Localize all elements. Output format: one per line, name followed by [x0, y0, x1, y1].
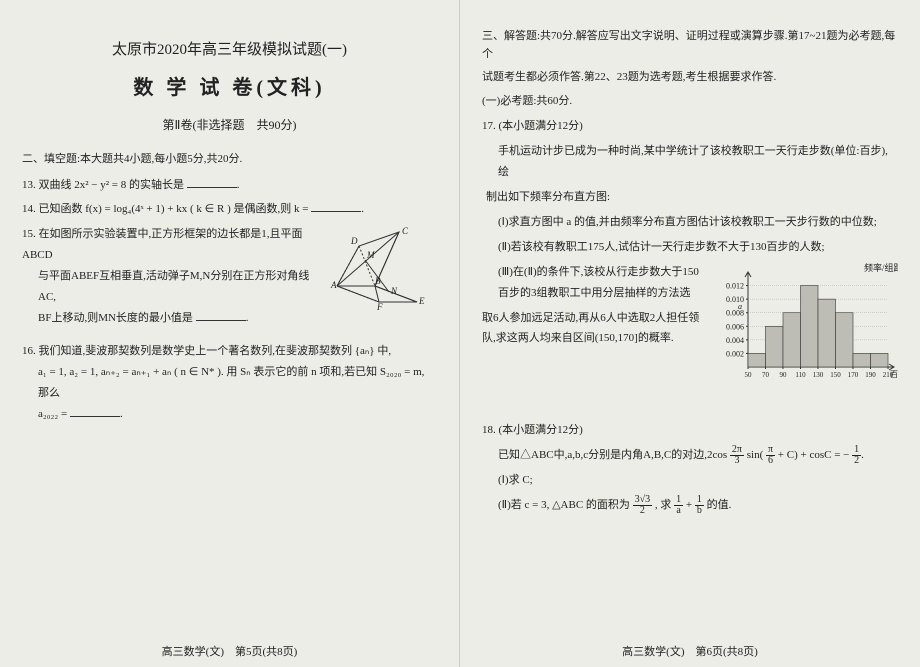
q18-part1: (Ⅰ)求 C;: [482, 470, 898, 491]
page-6: 三、解答题:共70分.解答应写出文字说明、证明过程或演算步骤.第17~21题为必…: [460, 0, 920, 667]
q18-part2: (Ⅱ)若 c = 3, △ABC 的面积为 3√32 , 求 1a + 1b 的…: [482, 495, 898, 516]
label-B: B: [375, 276, 381, 286]
svg-text:150: 150: [830, 371, 841, 379]
svg-text:190: 190: [865, 371, 876, 379]
label-N: N: [390, 286, 398, 296]
label-F: F: [376, 302, 383, 312]
question-15: A B C D E F M N 15. 在如图所示实验装置中,正方形框架的边长都…: [22, 224, 437, 328]
part-heading: 第Ⅱ卷(非选择题 共90分): [22, 116, 437, 133]
histogram-figure: 0.0020.0040.0060.0080.0100.0125070901101…: [708, 262, 898, 390]
label-D: D: [350, 236, 358, 246]
page-5: 太原市2020年高三年级模拟试题(一) 数 学 试 卷(文科) 第Ⅱ卷(非选择题…: [0, 0, 460, 667]
svg-text:90: 90: [780, 371, 788, 379]
question-16: 16. 我们知道,斐波那契数列是数学史上一个著名数列,在斐波那契数列 {aₙ} …: [22, 341, 437, 425]
q16-line3: a₂₀₂₂ = .: [22, 404, 437, 425]
svg-text:110: 110: [795, 371, 806, 379]
svg-text:0.006: 0.006: [726, 322, 744, 331]
svg-text:70: 70: [762, 371, 770, 379]
label-M: M: [366, 250, 375, 260]
q16-line3-text: a₂₀₂₂ =: [38, 408, 67, 420]
q17-part2: (Ⅱ)若该校有教职工175人,试估计一天行走步数不大于130百步的人数;: [482, 237, 898, 258]
label-C: C: [402, 226, 409, 236]
question-18-head: 18. (本小题满分12分): [482, 420, 898, 441]
svg-text:百步: 百步: [890, 370, 898, 379]
q13-text: 13. 双曲线 2x² − y² = 8 的实轴长是: [22, 179, 184, 191]
blank-16: [70, 404, 120, 417]
q17-line1: 手机运动计步已成为一种时尚,某中学统计了该校教职工一天行走步数(单位:百步),绘: [482, 141, 898, 183]
q18a-pre: 已知△ABC中,a,b,c分别是内角A,B,C的对边,2cos: [498, 449, 727, 461]
label-A: A: [330, 280, 337, 290]
section-2-heading: 二、填空题:本大题共4小题,每小题5分,共20分.: [22, 151, 437, 169]
frac-1a: 1a: [674, 495, 683, 516]
q16-line1: 16. 我们知道,斐波那契数列是数学史上一个著名数列,在斐波那契数列 {aₙ} …: [22, 341, 437, 362]
frac-2pi3: 2π3: [730, 445, 744, 466]
q18a-mid: sin(: [747, 449, 764, 461]
geometry-figure: A B C D E F M N: [327, 224, 437, 314]
section-3-line2: 试题考生都必须作答.第22、23题为选考题,考生根据要求作答.: [482, 69, 898, 87]
question-14: 14. 已知函数 f(x) = log₄(4ˣ + 1) + kx ( k ∈ …: [22, 199, 437, 220]
page-spread: 太原市2020年高三年级模拟试题(一) 数 学 试 卷(文科) 第Ⅱ卷(非选择题…: [0, 0, 920, 667]
frac-3r3-2: 3√32: [633, 495, 653, 516]
svg-text:a: a: [738, 302, 742, 311]
blank-14: [311, 199, 361, 212]
frac-12: 12: [852, 445, 861, 466]
q17-part1: (Ⅰ)求直方图中 a 的值,并由频率分布直方图估计该校教职工一天步行数的中位数;: [482, 212, 898, 233]
blank-15: [196, 308, 246, 321]
q18ii-end: 的值.: [707, 499, 732, 511]
svg-text:频率/组距: 频率/组距: [864, 262, 898, 273]
svg-text:0.004: 0.004: [726, 336, 744, 345]
q18a-post: + C) + cosC = −: [778, 449, 850, 461]
q14-text: 14. 已知函数 f(x) = log₄(4ˣ + 1) + kx ( k ∈ …: [22, 203, 308, 215]
q18ii-pre: (Ⅱ)若 c = 3, △ABC 的面积为: [498, 499, 630, 511]
svg-text:0.002: 0.002: [726, 349, 744, 358]
page-5-footer: 高三数学(文) 第5页(共8页): [0, 643, 459, 659]
q18ii-post: , 求: [655, 499, 672, 511]
question-17-head: 17. (本小题满分12分): [482, 116, 898, 137]
svg-text:0.012: 0.012: [726, 281, 744, 290]
section-3-line3: (一)必考题:共60分.: [482, 93, 898, 111]
q18-given: 已知△ABC中,a,b,c分别是内角A,B,C的对边,2cos 2π3 sin(…: [482, 445, 898, 466]
q15-line3-text: BF上移动,则MN长度的最小值是: [38, 312, 193, 324]
exam-subtitle: 数 学 试 卷(文科): [22, 71, 437, 100]
q17-line2: 制出如下频率分布直方图:: [482, 187, 898, 208]
svg-text:50: 50: [745, 371, 753, 379]
svg-text:130: 130: [813, 371, 824, 379]
svg-text:170: 170: [848, 371, 859, 379]
q16-line2: a₁ = 1, a₂ = 1, aₙ₊₂ = aₙ₊₁ + aₙ ( n ∈ N…: [22, 362, 437, 404]
frac-pi6: π6: [766, 445, 775, 466]
histogram-svg: 0.0020.0040.0060.0080.0100.0125070901101…: [708, 262, 898, 387]
question-13: 13. 双曲线 2x² − y² = 8 的实轴长是 .: [22, 175, 437, 196]
exam-title: 太原市2020年高三年级模拟试题(一): [22, 38, 437, 59]
blank-13: [187, 175, 237, 188]
section-3-line1: 三、解答题:共70分.解答应写出文字说明、证明过程或演算步骤.第17~21题为必…: [482, 28, 898, 63]
page-6-footer: 高三数学(文) 第6页(共8页): [460, 643, 920, 659]
label-E: E: [418, 296, 425, 306]
frac-1b: 1b: [695, 495, 704, 516]
